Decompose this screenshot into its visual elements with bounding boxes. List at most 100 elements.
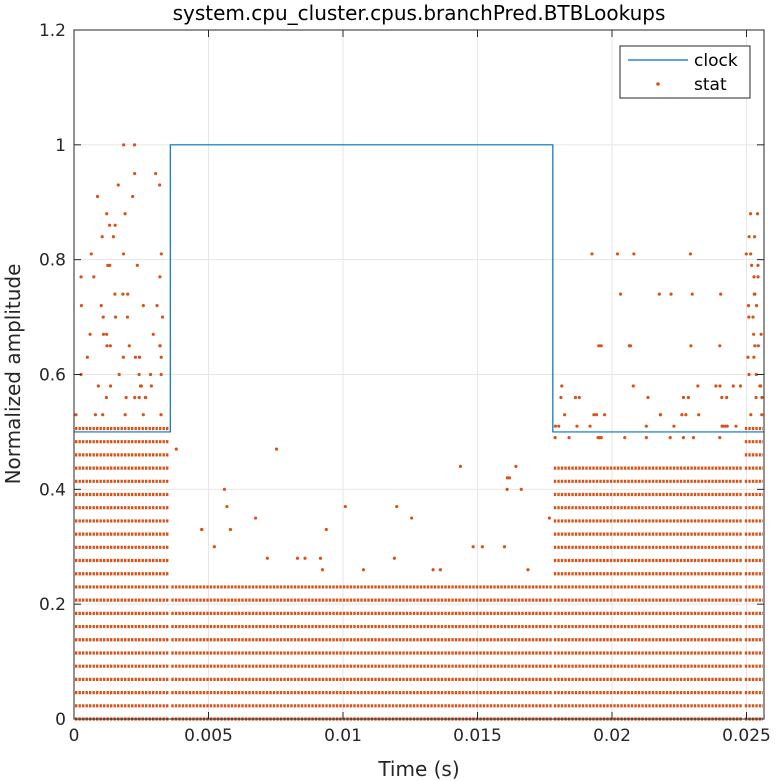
stat-point (738, 384, 743, 388)
stat-point (85, 355, 89, 359)
stat-point (519, 487, 523, 491)
stat-point (121, 292, 125, 296)
stat-point (95, 194, 100, 199)
stat-point (471, 545, 475, 549)
stat-point (714, 384, 718, 388)
stat-point (124, 395, 128, 400)
stat-point (644, 424, 648, 428)
stat-point (159, 413, 163, 417)
stat-point (133, 395, 137, 400)
stat-point (684, 413, 688, 417)
x-tick-label: 0.025 (722, 726, 771, 746)
stat-point (725, 424, 729, 428)
stat-point (719, 292, 723, 296)
y-tick-label: 0 (55, 710, 66, 730)
stat-point (680, 413, 684, 417)
stat-point (752, 275, 756, 279)
y-tick-label: 0.2 (39, 595, 66, 615)
stat-point (113, 292, 117, 296)
stat-point (615, 252, 620, 256)
stat-point (597, 344, 601, 348)
legend-stat-label: stat (694, 75, 727, 95)
stat-point (148, 372, 153, 377)
stat-point (720, 395, 724, 400)
stat-point (138, 384, 143, 388)
chart-title: system.cpu_cluster.cpus.branchPred.BTBLo… (173, 1, 666, 25)
stat-point (212, 545, 216, 549)
stat-point (318, 556, 323, 560)
stat-point (79, 304, 84, 308)
stat-point (753, 292, 757, 296)
stat-point (668, 436, 672, 440)
stat-point (106, 263, 110, 268)
stat-point (744, 252, 748, 256)
stat-point (597, 436, 601, 440)
stat-point (588, 424, 592, 428)
stat-point (563, 413, 567, 417)
stat-point (92, 275, 96, 279)
stat-point (135, 263, 139, 268)
stat-point (159, 355, 163, 359)
stat-point (265, 556, 269, 560)
x-tick-label: 0 (69, 726, 80, 746)
stat-point (688, 252, 693, 256)
stat-point (101, 332, 106, 336)
stat-point (631, 384, 635, 388)
stat-point (93, 413, 98, 417)
stat-point (343, 504, 347, 509)
stat-point (131, 194, 135, 199)
stat-point (618, 292, 623, 296)
grid (74, 30, 764, 719)
clock-series-line (74, 144, 764, 433)
stat-point (431, 568, 435, 572)
stat-point (274, 447, 279, 451)
stat-point (747, 315, 751, 319)
stat-point (320, 568, 325, 572)
y-tick-label: 0.6 (39, 366, 66, 386)
stat-point (100, 235, 104, 239)
stat-point (760, 413, 764, 417)
stat-point (759, 384, 763, 388)
legend: clock stat (619, 45, 751, 99)
y-tick-label: 1 (55, 136, 66, 156)
stat-point (324, 527, 328, 532)
stat-point (753, 344, 757, 348)
stat-point (225, 504, 229, 509)
stat-point (127, 344, 131, 348)
stat-point (691, 436, 696, 440)
x-axis-label: Time (s) (377, 757, 459, 781)
stat-point (137, 355, 142, 359)
stat-point (752, 235, 757, 239)
stat-point (141, 413, 145, 417)
stat-point (79, 275, 83, 279)
stat-point (228, 527, 233, 532)
stat-point (96, 384, 100, 388)
stat-point (644, 436, 648, 440)
stat-point (438, 568, 442, 572)
stat-point (750, 263, 754, 268)
x-tick-label: 0.005 (184, 726, 233, 746)
stat-point (686, 395, 690, 400)
x-tick-label: 0.02 (593, 726, 631, 746)
stat-point (752, 355, 756, 359)
stat-point (505, 476, 509, 480)
y-tick-label: 1.2 (39, 21, 66, 41)
stat-point (749, 413, 753, 417)
stat-point (672, 424, 676, 428)
stat-point (155, 304, 159, 308)
stat-point (721, 424, 725, 428)
legend-stat-swatch (656, 82, 660, 86)
stat-point (553, 424, 557, 428)
stat-point (222, 487, 227, 491)
stat-point (154, 171, 158, 176)
stat-point (121, 252, 126, 256)
stat-point (123, 212, 127, 216)
stat-point (681, 436, 685, 440)
stat-point (746, 304, 751, 308)
stat-point (731, 384, 735, 388)
stat-point (632, 252, 636, 256)
stat-point (718, 344, 722, 348)
stat-point (295, 556, 300, 560)
stat-point (755, 212, 760, 216)
stat-point (746, 355, 750, 359)
